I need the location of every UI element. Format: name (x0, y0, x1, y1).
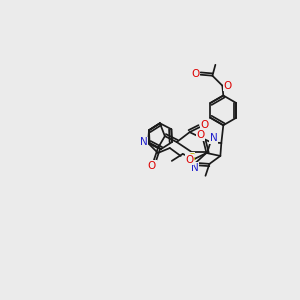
Text: O: O (223, 81, 231, 91)
Text: O: O (191, 69, 200, 79)
Text: N: N (140, 137, 148, 147)
Text: O: O (200, 120, 208, 130)
Text: S: S (188, 153, 195, 163)
Text: N: N (191, 163, 199, 173)
Text: O: O (185, 155, 194, 165)
Text: O: O (148, 161, 156, 171)
Text: O: O (196, 130, 205, 140)
Text: N: N (209, 133, 217, 143)
